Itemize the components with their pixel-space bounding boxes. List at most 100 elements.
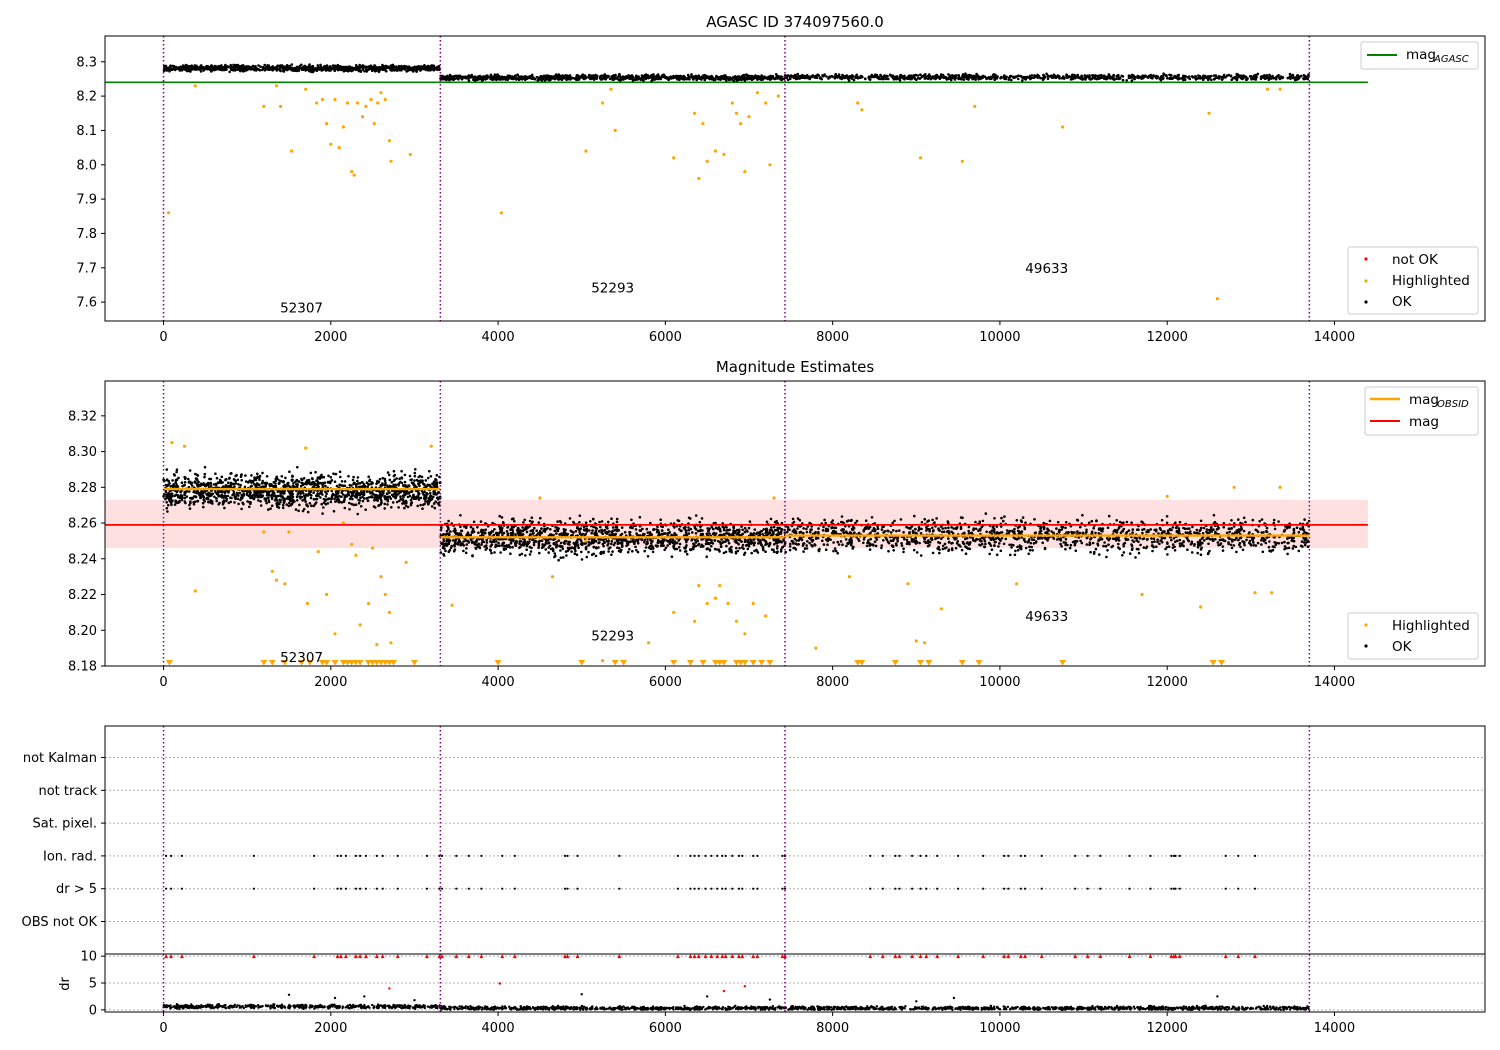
p1-ok-point	[914, 73, 918, 77]
p2-ok-point	[388, 478, 392, 482]
p2-ok-point	[320, 491, 323, 494]
p1-ok-point	[1085, 74, 1089, 78]
p1-ok-point	[245, 65, 248, 68]
p2-ok-point	[203, 465, 207, 469]
p2-ok-point	[743, 526, 747, 530]
p2-ok-point	[228, 476, 231, 480]
p1-ok-point	[991, 75, 994, 79]
p1-ok-point	[1265, 74, 1268, 78]
p1-ok-point	[614, 73, 617, 77]
p1-ok-point	[736, 75, 739, 79]
p2-ok-point	[308, 502, 312, 505]
p2-ok-point	[694, 541, 698, 544]
p2-ok-point	[520, 533, 523, 536]
p1-ok-point	[923, 77, 927, 80]
p1-ok-point	[1097, 76, 1101, 79]
p2-ok-point	[234, 482, 238, 485]
p1-ok-point	[1168, 77, 1171, 80]
p1-ok-point	[790, 75, 793, 78]
p1-ok-point	[1178, 77, 1181, 80]
p2-ok-point	[170, 499, 174, 503]
p2-ok-point	[189, 500, 192, 503]
p1-ok-point	[752, 76, 755, 80]
p1-ok-point	[406, 66, 410, 70]
p1-ok-point	[204, 67, 207, 71]
p2-ok-point	[644, 546, 648, 549]
p2-ok-point	[765, 520, 769, 524]
p2-ok-point	[339, 475, 342, 479]
p2-ok-point	[416, 495, 420, 499]
p1-ok-point	[672, 74, 675, 78]
p1-highlighted-point	[350, 170, 354, 174]
p1-ok-point	[373, 66, 377, 69]
p2-ok-point	[397, 484, 400, 487]
p2-ok-point	[410, 478, 414, 481]
p2-ok-point	[356, 479, 359, 483]
p2-ok-point	[167, 503, 170, 507]
p1-ok-point	[464, 75, 467, 79]
p1-ytick-label: 7.9	[76, 193, 97, 208]
p1-xtick-label: 12000	[1147, 330, 1188, 345]
p2-ok-point	[499, 551, 502, 554]
p1-ok-point	[421, 67, 424, 70]
p2-ok-point	[284, 476, 287, 480]
p2-ok-point	[387, 473, 391, 477]
p1-highlighted-point	[918, 156, 923, 160]
p1-highlighted-point	[325, 122, 329, 126]
p1-ok-point	[1068, 75, 1071, 78]
p2-ok-point	[630, 518, 633, 522]
p2-ok-point	[252, 479, 255, 483]
p2-ok-point	[752, 543, 756, 547]
p2-ok-point	[485, 546, 489, 550]
p1-ok-point	[1014, 75, 1017, 79]
p2-ok-point	[483, 531, 487, 534]
p2-ok-point	[277, 506, 281, 510]
p2-ok-point	[165, 478, 169, 481]
p2-ok-point	[381, 492, 385, 495]
p1-ok-point	[882, 76, 885, 80]
p1-ok-point	[834, 74, 837, 78]
p2-ok-point	[361, 499, 365, 503]
p2-ok-point	[236, 497, 240, 501]
p1-ok-point	[181, 65, 185, 68]
p1-ok-point	[611, 76, 615, 79]
p2-ok-point	[600, 520, 604, 523]
p2-ok-point	[342, 500, 346, 504]
p1-ok-point	[442, 78, 446, 81]
p2-ok-point	[559, 549, 562, 552]
p1-ok-point	[359, 70, 363, 73]
p2-ok-point	[413, 479, 416, 482]
p1-ok-point	[920, 75, 924, 79]
p2-ok-point	[282, 491, 286, 494]
p2-ok-point	[232, 490, 236, 494]
p2-ok-point	[332, 509, 336, 513]
p1-highlighted-point	[352, 173, 356, 177]
p1-ok-point	[329, 69, 332, 72]
p2-ok-point	[205, 492, 208, 496]
p2-ok-point	[221, 485, 225, 488]
p2-ok-point	[375, 482, 378, 486]
p1-ok-point	[390, 64, 394, 68]
p2-ok-point	[720, 538, 723, 541]
p1-ok-point	[499, 78, 502, 81]
p1-ok-point	[1141, 74, 1144, 77]
p2-ok-point	[710, 545, 713, 548]
p2-ok-point	[332, 472, 335, 476]
p2-ok-point	[309, 471, 313, 475]
p2-ok-point	[330, 495, 334, 498]
p1-ok-point	[953, 78, 957, 81]
p1-highlighted-point	[730, 101, 734, 105]
p2-ok-point	[295, 495, 299, 499]
p1-ok-point	[569, 77, 572, 80]
p1-ok-point	[983, 75, 987, 78]
p2-ok-point	[165, 468, 169, 471]
p2-ok-point	[574, 529, 578, 533]
p1-ok-point	[1173, 74, 1177, 78]
p2-ok-point	[334, 500, 337, 503]
p2-ok-point	[341, 493, 345, 496]
p1-ok-point	[266, 67, 270, 70]
p2-ok-point	[243, 485, 247, 489]
p2-ok-point	[364, 508, 368, 512]
p2-ok-point	[302, 477, 306, 480]
